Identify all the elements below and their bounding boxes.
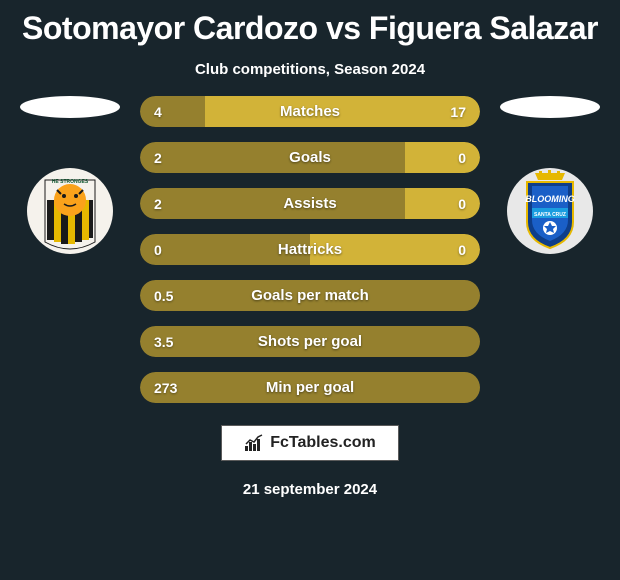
- svg-text:BLOOMING: BLOOMING: [525, 194, 575, 204]
- brand-container: FcTables.com: [0, 425, 620, 461]
- stat-label: Min per goal: [266, 379, 354, 396]
- subtitle: Club competitions, Season 2024: [0, 61, 620, 78]
- right-player-column: BLOOMING SANTA CRUZ: [490, 96, 610, 254]
- stat-label: Hattricks: [278, 241, 342, 258]
- left-player-column: HE STRONGES: [10, 96, 130, 254]
- stat-left-value: 273: [154, 380, 177, 396]
- stats-bars: 4 Matches 17 2 Goals 0 2 Assists 0 0 Hattricks 0 0.5…: [130, 96, 490, 403]
- stat-label: Shots per goal: [258, 333, 362, 350]
- stat-bar-right-fill: [405, 188, 480, 219]
- stat-left-value: 3.5: [154, 334, 173, 350]
- stat-left-value: 2: [154, 150, 162, 166]
- stat-label: Assists: [283, 195, 336, 212]
- right-team-badge: BLOOMING SANTA CRUZ: [507, 168, 593, 254]
- brand-box: FcTables.com: [221, 425, 399, 461]
- stat-left-value: 4: [154, 104, 162, 120]
- svg-text:SANTA CRUZ: SANTA CRUZ: [534, 212, 566, 218]
- stat-label: Goals: [289, 149, 331, 166]
- stat-left-value: 2: [154, 196, 162, 212]
- left-team-badge: HE STRONGES: [27, 168, 113, 254]
- stat-bar: 0 Hattricks 0: [140, 234, 480, 265]
- stat-right-value: 0: [458, 196, 466, 212]
- comparison-content: HE STRONGES 4 Matches 17 2 Goals 0 2 Assists 0 0 H…: [0, 96, 620, 403]
- stat-bar: 3.5 Shots per goal: [140, 326, 480, 357]
- stat-bar: 0.5 Goals per match: [140, 280, 480, 311]
- stat-right-value: 17: [450, 104, 466, 120]
- stat-bar-left-fill: [140, 96, 205, 127]
- stat-bar-right-fill: [405, 142, 480, 173]
- date-text: 21 september 2024: [0, 481, 620, 498]
- stat-bar: 4 Matches 17: [140, 96, 480, 127]
- stat-bar: 273 Min per goal: [140, 372, 480, 403]
- stat-bar-left-fill: [140, 142, 405, 173]
- page-title: Sotomayor Cardozo vs Figuera Salazar: [0, 0, 620, 47]
- brand-chart-icon: [244, 434, 266, 452]
- left-ellipse: [20, 96, 120, 118]
- stat-label: Goals per match: [251, 287, 369, 304]
- right-ellipse: [500, 96, 600, 118]
- stat-bar: 2 Assists 0: [140, 188, 480, 219]
- stat-left-value: 0.5: [154, 288, 173, 304]
- stat-bar: 2 Goals 0: [140, 142, 480, 173]
- stat-bar-left-fill: [140, 188, 405, 219]
- stat-left-value: 0: [154, 242, 162, 258]
- stat-right-value: 0: [458, 150, 466, 166]
- stat-bar-right-fill: [205, 96, 480, 127]
- svg-text:HE STRONGES: HE STRONGES: [52, 179, 89, 185]
- stat-right-value: 0: [458, 242, 466, 258]
- stat-label: Matches: [280, 103, 340, 120]
- brand-text: FcTables.com: [270, 434, 376, 452]
